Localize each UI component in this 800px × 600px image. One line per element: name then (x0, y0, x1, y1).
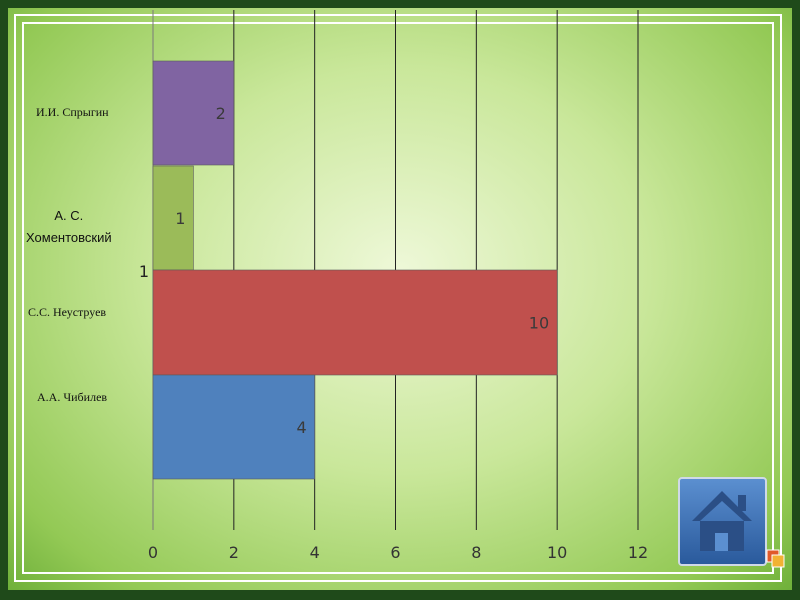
x-tick-label: 0 (148, 543, 158, 562)
category-label-line: А. С. (54, 208, 84, 223)
category-label: А. С. Хоментовский (26, 205, 112, 249)
category-label: А.А. Чибилев (37, 390, 107, 405)
bar (152, 165, 194, 271)
data-label: 10 (529, 314, 549, 333)
home-button[interactable] (678, 477, 767, 566)
data-label: 4 (296, 418, 306, 437)
data-label: 2 (216, 104, 226, 123)
x-tick-label: 12 (628, 543, 648, 562)
x-tick-label: 4 (310, 543, 320, 562)
data-label: 1 (175, 209, 185, 228)
x-tick-label: 8 (471, 543, 481, 562)
extra-label: 1 (139, 262, 149, 281)
category-label-line: Хоментовский (26, 230, 112, 245)
category-label: И.И. Спрыгин (36, 105, 109, 120)
home-icon (692, 491, 752, 551)
x-tick-label: 10 (547, 543, 567, 562)
category-label-line: С.С. Неуструев (28, 305, 107, 319)
bar (152, 269, 558, 376)
bar (152, 60, 235, 166)
x-tick-label: 2 (229, 543, 239, 562)
x-tick-label: 6 (390, 543, 400, 562)
category-label-line: А.А. Чибилев (37, 390, 108, 404)
bar (152, 374, 315, 480)
category-label: С.С. Неуструев (28, 305, 106, 320)
category-label-line: И.И. Спрыгин (36, 105, 109, 119)
office-logo-icon (766, 549, 785, 568)
